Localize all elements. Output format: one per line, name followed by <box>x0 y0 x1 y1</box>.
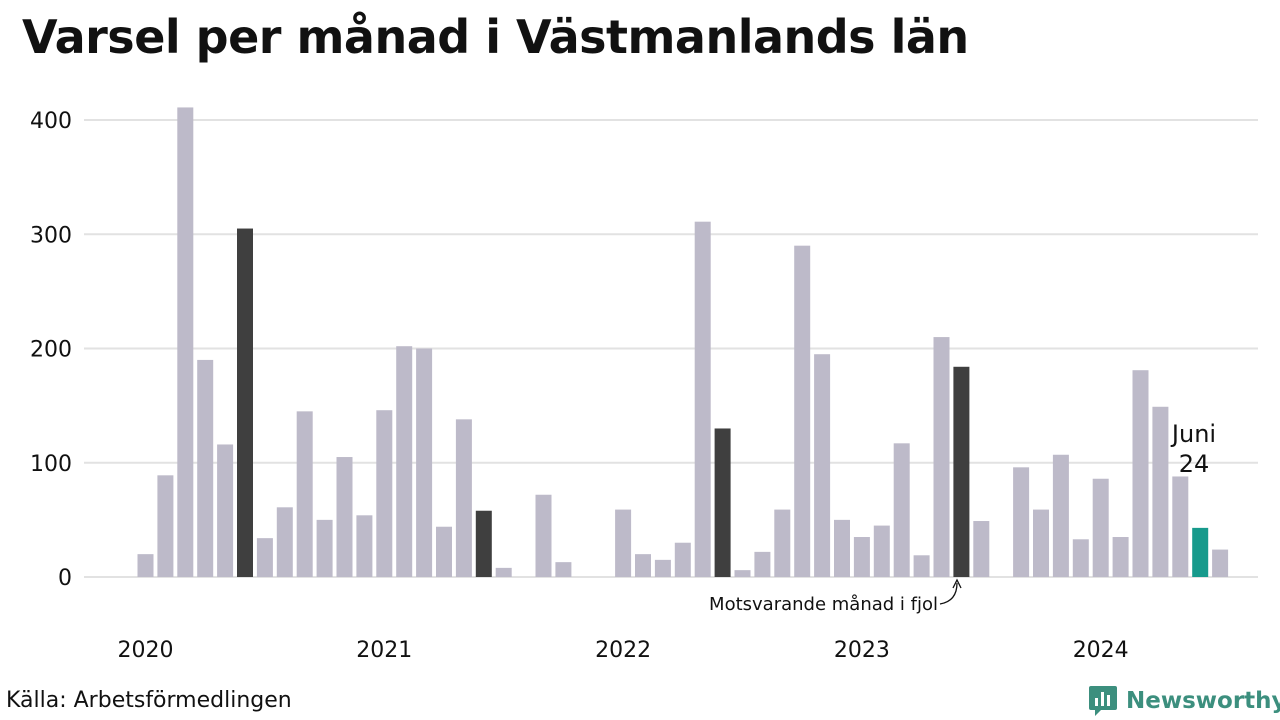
x-tick-label: 2024 <box>1073 638 1129 663</box>
bar-2024-05 <box>1172 476 1189 577</box>
bar-2020-10 <box>316 519 333 577</box>
y-tick-label: 400 <box>30 109 72 134</box>
bar-2021-10 <box>555 562 572 577</box>
bar-2021-06 <box>475 510 492 577</box>
bar-2022-08 <box>754 551 771 577</box>
bar-2020-03 <box>177 107 194 578</box>
bar-2022-05 <box>694 221 711 577</box>
bar-2021-07 <box>495 567 512 577</box>
y-tick-label: 300 <box>30 223 72 248</box>
annotations: Juni 24 Motsvarande månad i fjol <box>709 420 1216 615</box>
bar-2020-09 <box>296 411 313 577</box>
bar-2022-11 <box>814 354 831 577</box>
bar-2021-05 <box>455 419 472 577</box>
bar-2020-12 <box>356 515 373 577</box>
bar-2023-05 <box>933 337 950 577</box>
bar-2023-06 <box>953 366 970 577</box>
previous-year-arrowhead <box>952 578 962 589</box>
bar-2022-10 <box>794 245 811 578</box>
current-label-month: Juni <box>1170 420 1216 448</box>
bar-2021-02 <box>396 346 413 577</box>
x-tick-label: 2020 <box>118 638 174 663</box>
bar-2021-03 <box>416 348 433 577</box>
bar-2020-11 <box>336 457 353 577</box>
bar-2021-04 <box>436 526 452 577</box>
previous-year-arrow <box>939 582 958 605</box>
bar-2024-06 <box>1192 527 1209 577</box>
bar-2020-01 <box>137 554 154 577</box>
bar-2022-06 <box>714 428 731 577</box>
bar-2024-04 <box>1152 406 1169 577</box>
x-tick-label: 2021 <box>356 638 412 663</box>
y-tick-label: 100 <box>30 452 72 477</box>
bar-2024-07 <box>1212 549 1229 577</box>
bar-2020-05 <box>217 444 234 577</box>
bar-2023-04 <box>913 555 930 577</box>
y-tick-label: 200 <box>30 338 72 363</box>
bar-2022-04 <box>674 542 691 577</box>
bar-2020-08 <box>276 507 293 577</box>
bar-2023-01 <box>853 537 870 577</box>
grid-lines <box>84 119 1258 578</box>
bars <box>137 107 1229 578</box>
x-tick-label: 2023 <box>834 638 890 663</box>
brand-name: Newsworthy <box>1126 688 1280 714</box>
current-label-year: 24 <box>1179 450 1210 478</box>
bar-chart-logo-icon <box>1089 686 1117 716</box>
brand-logo: Newsworthy <box>1088 684 1280 718</box>
bar-2022-02 <box>635 554 651 577</box>
bar-2024-02 <box>1112 537 1129 577</box>
chart-title: Varsel per månad i Västmanlands län <box>22 10 969 64</box>
bar-2022-07 <box>734 570 751 577</box>
bar-2023-10 <box>1033 509 1049 577</box>
previous-year-label: Motsvarande månad i fjol <box>709 594 938 615</box>
x-tick-label: 2022 <box>595 638 651 663</box>
bar-2023-07 <box>973 521 990 577</box>
x-axis: 2020 2021 2022 2023 2024 <box>118 638 1129 663</box>
bar-2024-03 <box>1132 370 1149 577</box>
bar-2022-03 <box>654 559 671 577</box>
bar-2020-06 <box>237 228 253 577</box>
bar-2020-04 <box>197 359 214 577</box>
bar-2023-12 <box>1072 539 1089 577</box>
bar-2020-02 <box>157 475 174 577</box>
bar-2021-09 <box>535 494 552 577</box>
bar-2022-12 <box>834 519 850 577</box>
bar-2023-02 <box>873 525 890 577</box>
bar-2023-09 <box>1013 467 1030 577</box>
bar-2021-01 <box>376 410 393 577</box>
bar-2020-07 <box>256 538 273 577</box>
y-tick-label: 0 <box>58 566 72 591</box>
bar-2023-03 <box>893 443 910 577</box>
source-note: Källa: Arbetsförmedlingen <box>6 688 292 713</box>
bar-2022-09 <box>774 509 791 577</box>
y-axis: 0 100 200 300 400 <box>30 109 72 591</box>
bar-2024-01 <box>1092 478 1109 577</box>
bar-2022-01 <box>615 509 632 577</box>
bar-2023-11 <box>1052 454 1069 577</box>
